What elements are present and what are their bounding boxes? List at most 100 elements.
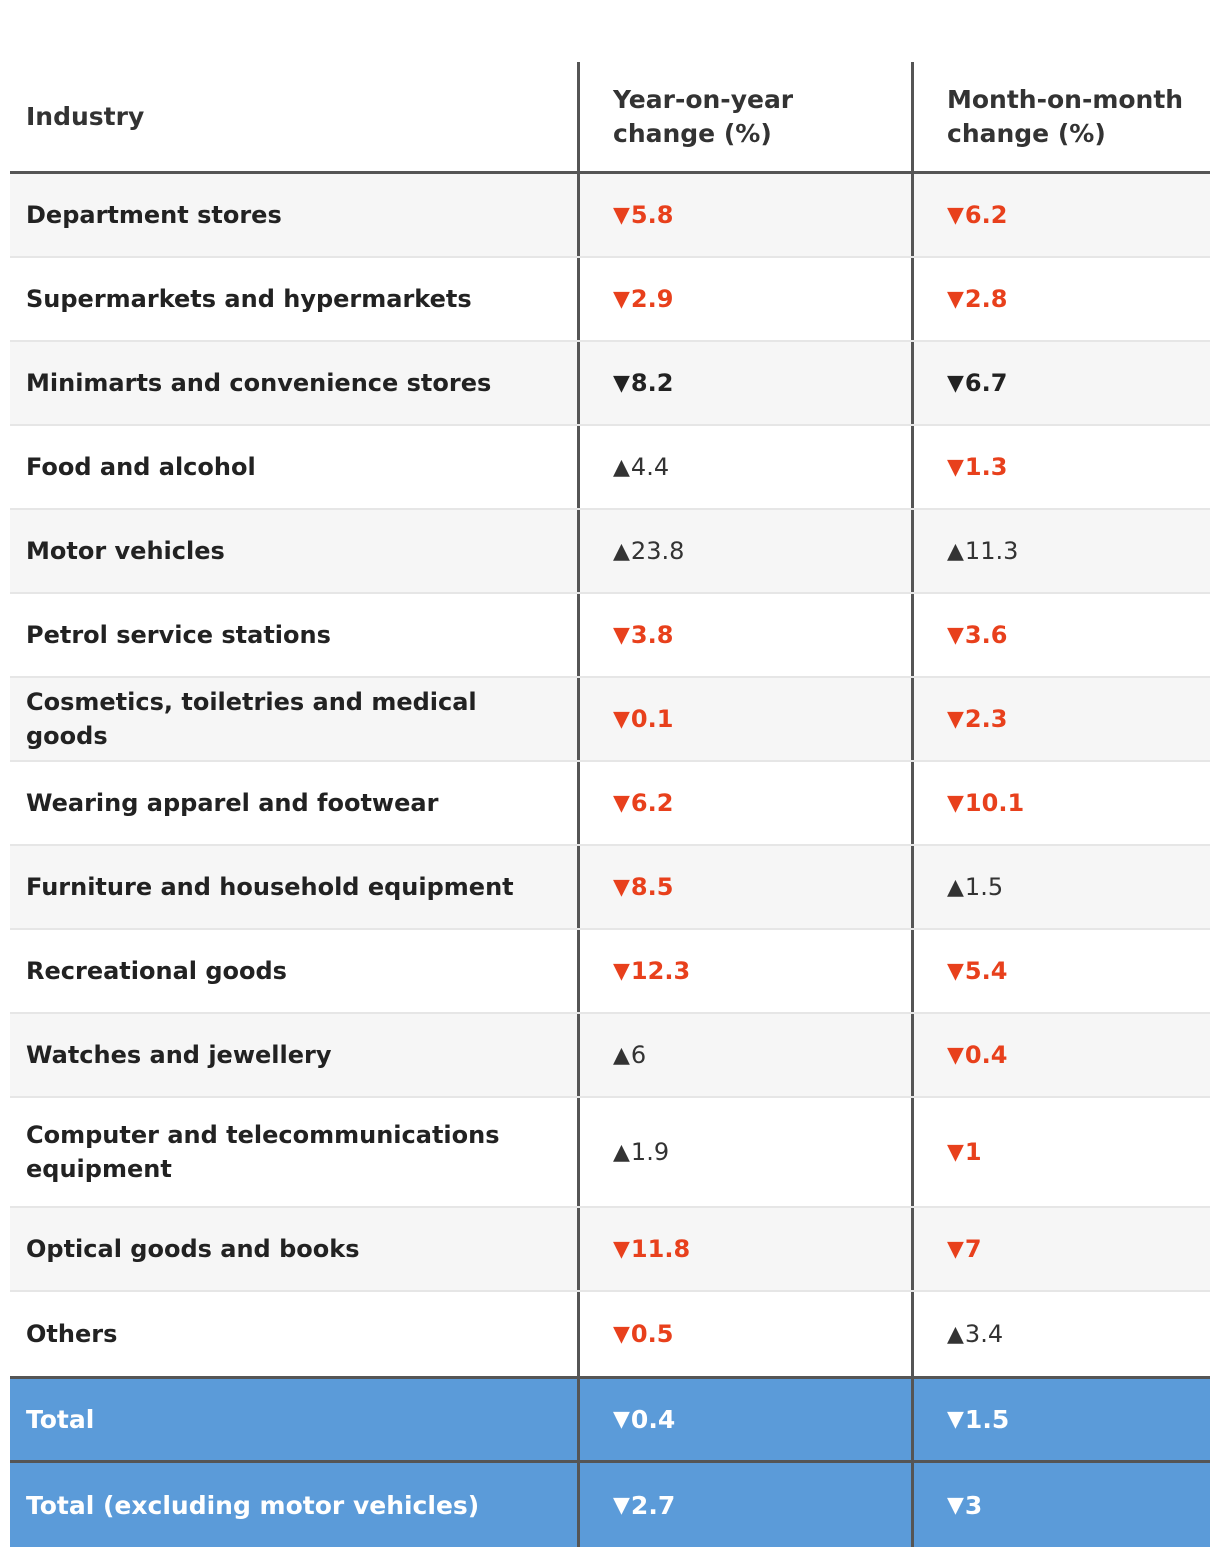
- table-row: Furniture and household equipment ▼ 8.5 ▲ 1.…: [10, 846, 1210, 930]
- triangle-up-icon: ▲: [613, 538, 630, 564]
- yoy-number: 11.8: [630, 1235, 691, 1263]
- table-row: Watches and jewellery ▲ 6 ▼ 0.4: [10, 1014, 1210, 1098]
- mom-number: 1: [964, 1138, 982, 1166]
- mom-cell: ▼ 1.5: [911, 1379, 1210, 1460]
- yoy-value: ▼ 8.5: [613, 873, 673, 901]
- mom-cell: ▼ 7: [911, 1208, 1210, 1290]
- yoy-value: ▲ 23.8: [613, 537, 684, 565]
- industry-cell: Motor vehicles: [26, 537, 225, 565]
- mom-value: ▼ 2.3: [947, 705, 1007, 733]
- mom-number: 1.3: [964, 453, 1008, 481]
- industry-cell: Recreational goods: [26, 957, 287, 985]
- table-row: Motor vehicles ▲ 23.8 ▲ 11.3: [10, 510, 1210, 594]
- yoy-cell: ▼ 3.8: [577, 594, 911, 676]
- triangle-down-icon: ▼: [947, 202, 964, 228]
- triangle-up-icon: ▲: [613, 1139, 630, 1165]
- mom-cell: ▼ 1.3: [911, 426, 1210, 508]
- triangle-down-icon: ▼: [947, 958, 964, 984]
- mom-value: ▼ 10.1: [947, 789, 1024, 817]
- industry-cell: Department stores: [26, 201, 282, 229]
- mom-value: ▼ 0.4: [947, 1041, 1007, 1069]
- yoy-number: 2.9: [630, 285, 674, 313]
- table-row: Food and alcohol ▲ 4.4 ▼ 1.3: [10, 426, 1210, 510]
- industry-cell: Minimarts and convenience stores: [26, 369, 492, 397]
- triangle-down-icon: ▼: [947, 706, 964, 732]
- triangle-down-icon: ▼: [947, 622, 964, 648]
- triangle-down-icon: ▼: [613, 622, 630, 648]
- mom-number: 11.3: [964, 537, 1019, 565]
- mom-cell: ▼ 1: [911, 1098, 1210, 1206]
- mom-number: 6.7: [964, 369, 1008, 397]
- yoy-value: ▼ 6.2: [613, 789, 673, 817]
- yoy-value: ▼ 2.7: [613, 1491, 675, 1520]
- mom-value: ▲ 3.4: [947, 1320, 1003, 1348]
- yoy-number: 0.4: [630, 1405, 676, 1434]
- mom-cell: ▼ 6.2: [911, 174, 1210, 256]
- yoy-cell: ▼ 11.8: [577, 1208, 911, 1290]
- triangle-down-icon: ▼: [613, 1321, 630, 1347]
- triangle-down-icon: ▼: [613, 1492, 630, 1518]
- yoy-value: ▼ 8.2: [613, 369, 673, 397]
- yoy-cell: ▼ 12.3: [577, 930, 911, 1012]
- triangle-down-icon: ▼: [947, 1139, 964, 1165]
- mom-value: ▼ 2.8: [947, 285, 1007, 313]
- table-row: Recreational goods ▼ 12.3 ▼ 5.4: [10, 930, 1210, 1014]
- total-row: Total ▼ 0.4 ▼ 1.5: [10, 1379, 1210, 1463]
- industry-cell: Petrol service stations: [26, 621, 331, 649]
- triangle-up-icon: ▲: [947, 538, 964, 564]
- industry-cell: Others: [26, 1320, 118, 1348]
- mom-value: ▼ 1: [947, 1138, 982, 1166]
- table-row: Supermarkets and hypermarkets ▼ 2.9 ▼ 2.8: [10, 258, 1210, 342]
- yoy-value: ▼ 12.3: [613, 957, 690, 985]
- industry-cell: Watches and jewellery: [26, 1041, 332, 1069]
- mom-number: 1.5: [964, 1405, 1010, 1434]
- yoy-cell: ▲ 23.8: [577, 510, 911, 592]
- mom-number: 3.6: [964, 621, 1008, 649]
- industry-cell: Computer and telecommunications equipmen…: [26, 1121, 500, 1183]
- total-row: Total (excluding motor vehicles) ▼ 2.7 ▼ 3: [10, 1463, 1210, 1547]
- yoy-cell: ▼ 0.5: [577, 1292, 911, 1376]
- mom-number: 3: [964, 1490, 983, 1520]
- yoy-value: ▼ 5.8: [613, 201, 673, 229]
- industry-cell: Supermarkets and hypermarkets: [26, 285, 472, 313]
- yoy-value: ▼ 2.9: [613, 285, 673, 313]
- mom-value: ▼ 6.7: [947, 369, 1007, 397]
- table-row: Petrol service stations ▼ 3.8 ▼ 3.6: [10, 594, 1210, 678]
- triangle-down-icon: ▼: [947, 454, 964, 480]
- yoy-value: ▲ 6: [613, 1041, 646, 1069]
- yoy-cell: ▼ 8.2: [577, 342, 911, 424]
- table-row: Department stores ▼ 5.8 ▼ 6.2: [10, 174, 1210, 258]
- yoy-cell: ▼ 0.1: [577, 678, 911, 760]
- yoy-number: 2.7: [630, 1490, 676, 1520]
- yoy-number: 6.2: [630, 789, 674, 817]
- yoy-value: ▼ 0.4: [613, 1405, 675, 1434]
- triangle-down-icon: ▼: [613, 706, 630, 732]
- yoy-number: 1.9: [630, 1138, 670, 1166]
- yoy-cell: ▼ 0.4: [577, 1379, 911, 1460]
- yoy-value: ▼ 0.5: [613, 1320, 673, 1348]
- yoy-number: 8.2: [630, 369, 674, 397]
- industry-cell: Wearing apparel and footwear: [26, 789, 439, 817]
- industry-cell: Furniture and household equipment: [26, 873, 514, 901]
- yoy-number: 4.4: [630, 453, 670, 481]
- mom-number: 2.3: [964, 705, 1008, 733]
- yoy-value: ▲ 1.9: [613, 1138, 669, 1166]
- triangle-up-icon: ▲: [947, 874, 964, 900]
- triangle-down-icon: ▼: [613, 1236, 630, 1262]
- triangle-up-icon: ▲: [613, 1042, 630, 1068]
- triangle-down-icon: ▼: [613, 874, 630, 900]
- table-row: Minimarts and convenience stores ▼ 8.2 ▼ 6.7: [10, 342, 1210, 426]
- table-row: Others ▼ 0.5 ▲ 3.4: [10, 1292, 1210, 1376]
- mom-value: ▲ 1.5: [947, 873, 1003, 901]
- mom-cell: ▼ 10.1: [911, 762, 1210, 844]
- yoy-cell: ▲ 4.4: [577, 426, 911, 508]
- yoy-number: 0.5: [630, 1320, 674, 1348]
- yoy-value: ▼ 3.8: [613, 621, 673, 649]
- yoy-cell: ▼ 2.7: [577, 1463, 911, 1547]
- yoy-cell: ▼ 8.5: [577, 846, 911, 928]
- triangle-down-icon: ▼: [613, 958, 630, 984]
- yoy-number: 0.1: [630, 705, 674, 733]
- mom-number: 1.5: [964, 873, 1004, 901]
- triangle-down-icon: ▼: [947, 286, 964, 312]
- triangle-down-icon: ▼: [947, 1236, 964, 1262]
